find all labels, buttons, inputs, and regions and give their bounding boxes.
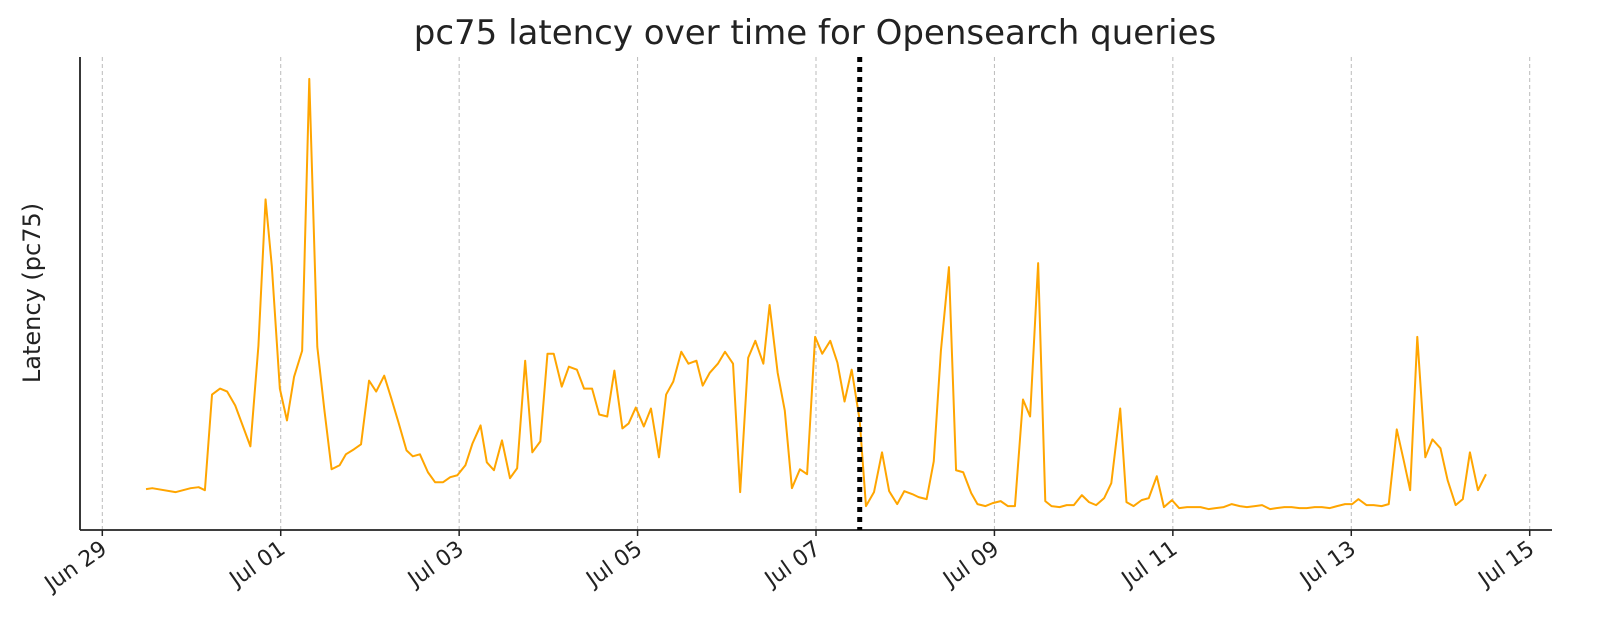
x-tick-label: Jul 01 [224,536,290,593]
x-tick-label: Jul 11 [1116,536,1182,593]
x-tick-label: Jul 03 [402,536,468,593]
y-axis-label: Latency (pc75) [18,203,46,383]
x-tick-label: Jul 09 [937,536,1003,593]
x-tick-label: Jul 05 [581,536,647,593]
x-tick-label: Jul 15 [1473,536,1539,593]
latency-line [145,77,1487,511]
x-tick-label: Jun 29 [39,536,112,597]
x-tick-label: Jul 07 [759,536,825,593]
x-tick-label: Jul 13 [1294,536,1360,593]
chart-title: pc75 latency over time for Opensearch qu… [414,13,1217,53]
